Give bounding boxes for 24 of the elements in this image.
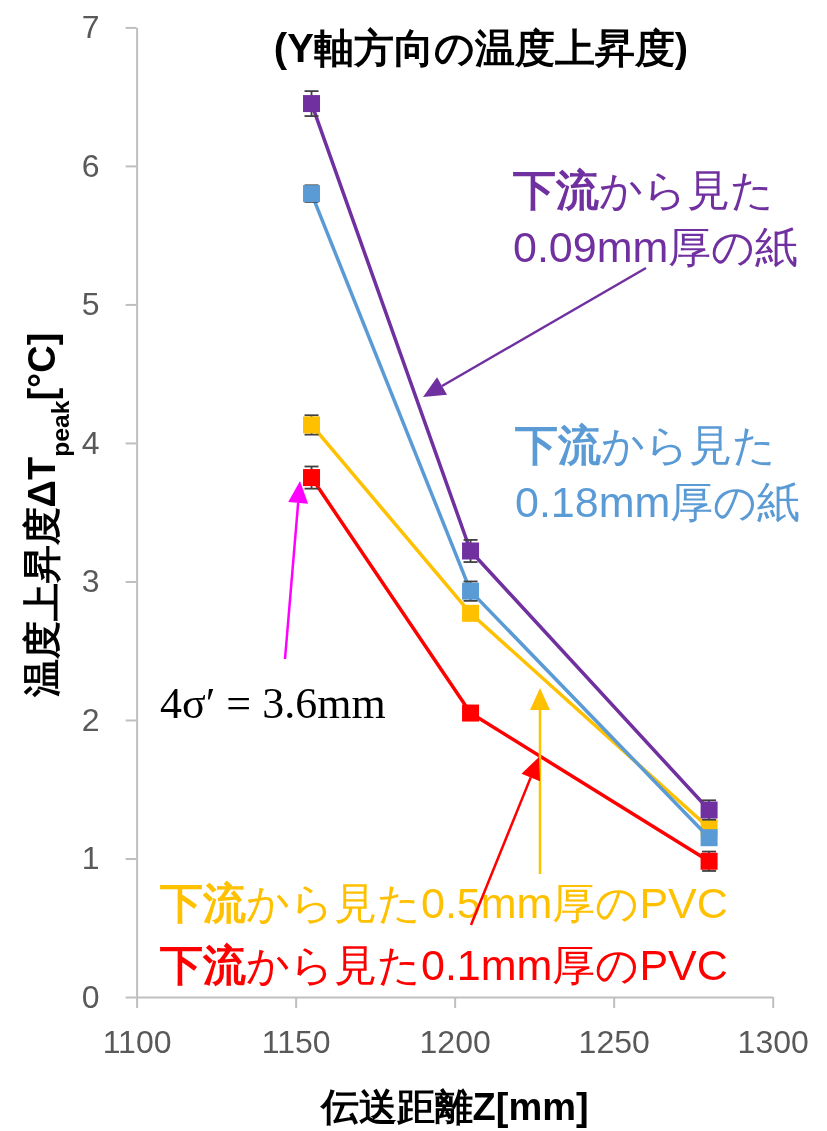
y-tick-label: 3 <box>81 563 100 600</box>
y-tick-label: 4 <box>81 424 100 461</box>
point <box>303 95 321 113</box>
x-tick-label: 1200 <box>419 1023 491 1060</box>
x-tick-label: 1250 <box>578 1023 650 1060</box>
point <box>303 469 321 487</box>
y-tick-label: 0 <box>81 978 100 1015</box>
y-tick-label: 7 <box>81 9 100 46</box>
x-tick-label: 1300 <box>737 1023 809 1060</box>
annotation: 4σ′ = 3.6mm <box>160 679 386 728</box>
point <box>700 829 718 847</box>
y-tick-label: 1 <box>81 840 100 877</box>
y-tick-label: 2 <box>81 701 100 738</box>
point <box>462 704 480 722</box>
series-label: 下流から見た0.18mm厚の紙 <box>514 421 801 526</box>
y-tick-label: 5 <box>81 286 100 323</box>
point <box>462 604 480 622</box>
series-label: 下流から見た0.1mm厚のPVC <box>159 941 728 989</box>
y-tick-label: 6 <box>81 147 100 184</box>
x-axis-title: 伝送距離Z[mm] <box>318 1086 589 1128</box>
text: 下流から見た0.09mm厚の紙 <box>512 166 799 271</box>
chart-title: (Y軸方向の温度上昇度) <box>273 26 689 70</box>
x-tick-label: 1100 <box>102 1023 172 1060</box>
x-tick-label: 1150 <box>261 1023 331 1060</box>
